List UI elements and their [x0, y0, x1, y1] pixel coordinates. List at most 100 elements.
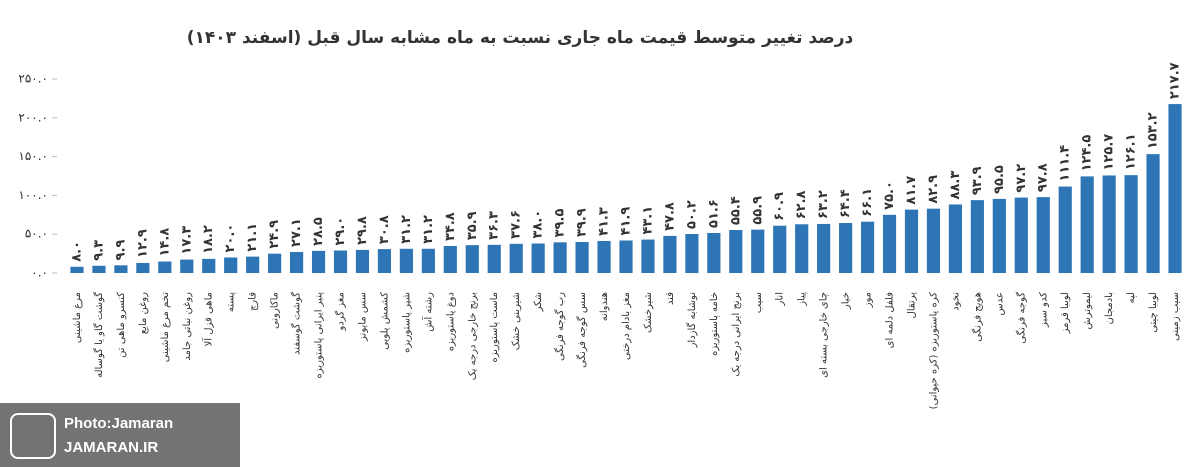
data-label: ۸۲.۹	[926, 175, 941, 204]
data-label: ۴۱.۳	[597, 207, 612, 236]
site: JAMARAN.IR	[64, 439, 159, 456]
bar	[795, 224, 809, 273]
y-tick-label: ۲۵۰.۰	[18, 72, 48, 86]
x-tick-label: شیرینی خشک	[511, 292, 522, 350]
data-label: ۱۲.۹	[135, 229, 150, 258]
x-tick-label: خیار	[841, 292, 852, 310]
bar	[1168, 104, 1182, 274]
bar	[1124, 175, 1138, 273]
x-tick-label: کره پاستوریزه (کره حیوانی)	[928, 292, 939, 410]
data-label: ۱۲۶.۱	[1124, 133, 1139, 170]
bar	[355, 249, 370, 273]
x-tick-label: هویج فرنگی	[971, 292, 983, 342]
x-tick-label: گوشت گوسفند	[291, 292, 303, 355]
data-label: ۶۴.۴	[838, 189, 853, 218]
x-tick-label: چای خارجی بسته ای	[819, 292, 830, 378]
y-tick-label: ۱۵۰.۰	[18, 149, 48, 163]
data-label: ۹.۹	[113, 239, 128, 260]
bar	[1036, 197, 1050, 273]
y-tick-label: ۵۰.۰	[25, 227, 48, 241]
data-label: ۲۸.۵	[311, 217, 326, 246]
bar	[443, 245, 457, 273]
x-tick-label: لیموترش	[1082, 292, 1093, 330]
data-label: ۱۵۳.۲	[1146, 112, 1161, 149]
data-label: ۹۳.۹	[970, 166, 985, 195]
data-label: ۳۹.۵	[553, 209, 568, 238]
bar	[377, 249, 392, 273]
x-tick-label: ماست پاستوریزه	[489, 292, 500, 363]
data-label: ۵۰.۲	[684, 200, 699, 229]
data-label: ۸۱.۷	[904, 176, 919, 205]
x-tick-label: روغن مایع	[138, 292, 149, 334]
data-label: ۹.۳	[91, 240, 106, 261]
x-tick-label: لوبیا قرمز	[1060, 292, 1071, 334]
data-label: ۳۰.۸	[377, 215, 392, 244]
x-tick-label: مغز بادام درختی	[621, 292, 632, 360]
chart-title: درصد تغییر متوسط قیمت ماه جاری نسبت به م…	[187, 28, 854, 48]
x-tick-label: رب گوجه فرنگی	[554, 292, 566, 361]
x-tick-label: عدس	[994, 292, 1005, 315]
data-label: ۹۷.۸	[1036, 163, 1051, 192]
bar	[817, 223, 831, 273]
data-label: ۴۱.۹	[619, 207, 634, 236]
data-label: ۵۵.۹	[750, 196, 765, 225]
data-label: ۲۰.۰	[223, 224, 238, 253]
x-tick-label: رشته آش	[421, 292, 434, 332]
logo	[10, 413, 56, 459]
x-tick-label: قند	[665, 292, 676, 305]
bar	[487, 244, 501, 273]
data-label: ۳۱.۲	[399, 215, 414, 244]
bar	[1102, 175, 1116, 273]
data-label: ۲۱۷.۷	[1168, 62, 1183, 99]
x-tick-label: موز	[863, 292, 874, 308]
data-label: ۳۹.۹	[575, 208, 590, 237]
data-label: ۴۷.۸	[662, 202, 677, 231]
bar	[597, 240, 611, 273]
x-tick-label: گوجه فرنگی	[1015, 292, 1027, 344]
data-label: ۱۴.۸	[157, 228, 172, 257]
bar	[751, 229, 765, 273]
x-tick-label: تخم مرغ ماشینی	[160, 292, 171, 362]
x-tick-label: لپه	[1126, 292, 1137, 303]
bar	[948, 204, 962, 273]
data-label: ۶۳.۲	[816, 190, 831, 219]
data-label: ۱۸.۲	[201, 225, 216, 254]
x-tick-label: ماهی قزل آلا	[202, 292, 215, 346]
bar	[92, 265, 106, 273]
watermark: Photo:Jamaran JAMARAN.IR	[0, 403, 240, 467]
bar	[311, 250, 326, 273]
bar	[773, 225, 787, 273]
bar	[399, 248, 413, 273]
data-label: ۳۴.۸	[443, 212, 458, 241]
data-label: ۶۰.۹	[772, 192, 787, 221]
bar	[1058, 186, 1072, 273]
x-tick-label: بادمجان	[1104, 292, 1115, 325]
data-label: ۲۱.۱	[245, 223, 260, 252]
bar	[531, 243, 545, 273]
x-tick-label: لوبیا چیتی	[1148, 292, 1159, 333]
x-tick-label: برنج خارجی درجه یک	[467, 292, 478, 380]
bar	[158, 261, 172, 273]
data-label: ۳۱.۲	[421, 215, 436, 244]
data-label: ۲۹.۰	[333, 217, 348, 246]
bar	[1080, 176, 1094, 273]
bar	[1014, 197, 1028, 273]
data-label: ۶۶.۱	[860, 188, 875, 217]
x-tick-label: کنسرو ماهی تن	[116, 292, 127, 358]
bar	[553, 242, 567, 273]
x-tick-label: مرغ ماشینی	[72, 292, 83, 343]
data-label: ۱۷.۳	[179, 226, 194, 255]
x-tick-label: پیاز	[797, 292, 808, 307]
x-tick-label: دوغ پاستوریزه	[445, 292, 456, 351]
data-label: ۳۶.۳	[487, 211, 502, 240]
x-tick-label: سس مایونز	[357, 292, 368, 342]
y-tick-label: ۱۰۰.۰	[18, 188, 48, 202]
x-tick-label: کشمش پلویی	[379, 292, 390, 350]
credit: Photo:Jamaran	[64, 415, 174, 432]
bar	[70, 266, 84, 273]
x-tick-label: برنج ایرانی درجه یک	[731, 292, 742, 377]
data-label: ۹۷.۲	[1014, 164, 1029, 193]
x-tick-label: پسته	[226, 292, 237, 312]
bar	[926, 208, 941, 273]
